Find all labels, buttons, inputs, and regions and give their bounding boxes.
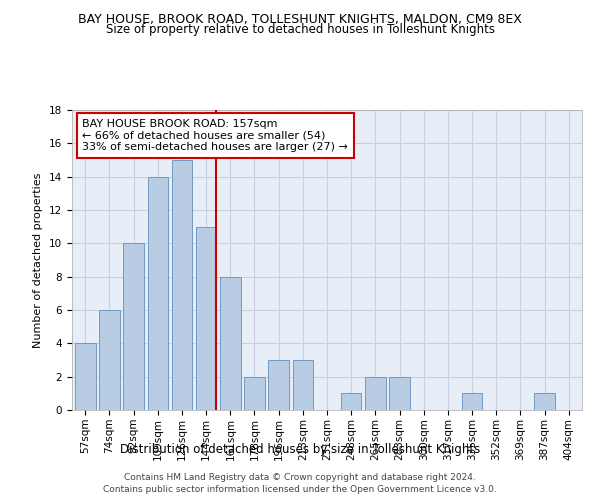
Bar — [196, 226, 217, 410]
Bar — [220, 276, 241, 410]
Bar — [75, 344, 95, 410]
Text: Contains HM Land Registry data © Crown copyright and database right 2024.: Contains HM Land Registry data © Crown c… — [124, 472, 476, 482]
Bar — [365, 376, 386, 410]
Text: Size of property relative to detached houses in Tolleshunt Knights: Size of property relative to detached ho… — [106, 24, 494, 36]
Bar — [293, 360, 313, 410]
Bar — [124, 244, 144, 410]
Text: BAY HOUSE, BROOK ROAD, TOLLESHUNT KNIGHTS, MALDON, CM9 8EX: BAY HOUSE, BROOK ROAD, TOLLESHUNT KNIGHT… — [78, 12, 522, 26]
Bar — [244, 376, 265, 410]
Bar — [99, 310, 120, 410]
Bar — [148, 176, 168, 410]
Y-axis label: Number of detached properties: Number of detached properties — [34, 172, 43, 348]
Bar — [534, 394, 555, 410]
Text: BAY HOUSE BROOK ROAD: 157sqm
← 66% of detached houses are smaller (54)
33% of se: BAY HOUSE BROOK ROAD: 157sqm ← 66% of de… — [82, 119, 348, 152]
Bar — [172, 160, 192, 410]
Text: Distribution of detached houses by size in Tolleshunt Knights: Distribution of detached houses by size … — [120, 442, 480, 456]
Text: Contains public sector information licensed under the Open Government Licence v3: Contains public sector information licen… — [103, 485, 497, 494]
Bar — [268, 360, 289, 410]
Bar — [462, 394, 482, 410]
Bar — [389, 376, 410, 410]
Bar — [341, 394, 361, 410]
